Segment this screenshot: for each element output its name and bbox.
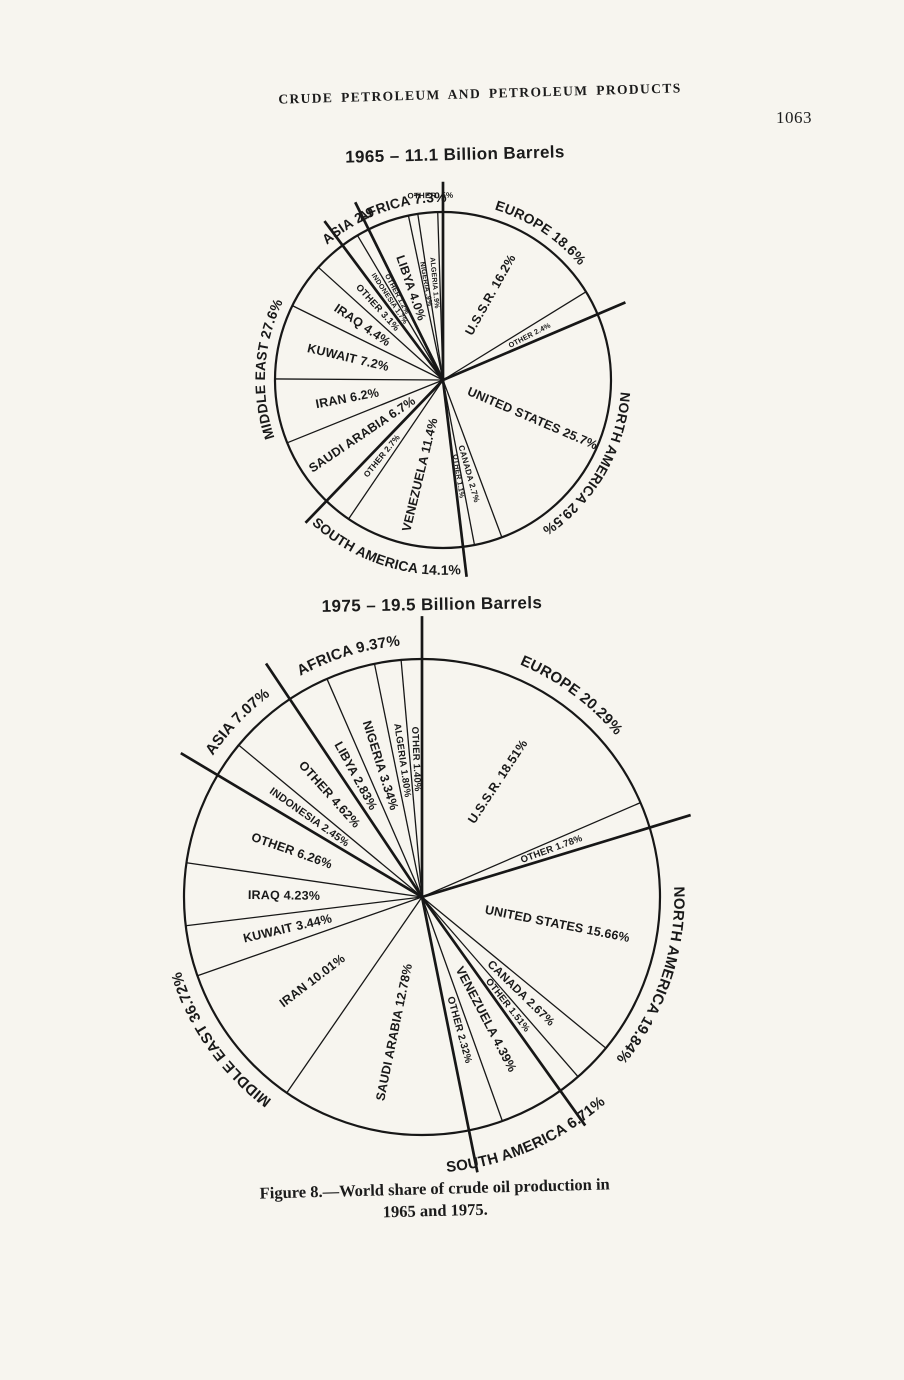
slice-label: UNITED STATES 15.66% [484, 903, 631, 945]
slice-label: U.S.S.R. 16.2% [462, 252, 518, 338]
pie-chart-1975: U.S.S.R. 18.51%OTHER 1.78%EUROPE 20.29%U… [168, 616, 692, 1176]
slice-boundary-line [421, 896, 607, 1049]
slice-label: ALGERIA 1.9% [428, 257, 440, 310]
slice-label: U.S.S.R. 18.51% [465, 737, 530, 826]
region-label: NORTH AMERICA 29.5% [540, 392, 633, 538]
slice-boundary-line [442, 379, 503, 538]
region-boundary-line [421, 813, 692, 899]
slice-boundary-line [407, 215, 444, 381]
slice-label: KUWAIT 3.44% [242, 911, 333, 945]
slice-boundary-line [197, 896, 423, 977]
slice-boundary-line [400, 659, 423, 898]
region-boundary-line [420, 896, 587, 1127]
slice-boundary-line [186, 862, 423, 898]
region-boundary-line [442, 301, 626, 382]
slice-label: UNITED STATES 25.7% [465, 384, 599, 452]
slice-label: IRAQ 4.23% [248, 888, 320, 903]
region-label: AFRICA 9.37% [294, 633, 401, 680]
region-boundary-line [441, 379, 468, 577]
region-label: SOUTH AMERICA 14.1% [310, 515, 462, 578]
slice-boundary-line [421, 896, 503, 1122]
slice-boundary-line [317, 266, 444, 381]
slice-label: KUWAIT 7.2% [306, 341, 390, 374]
region-label: MIDDLE EAST 36.72% [168, 970, 274, 1110]
slice-boundary-line [274, 378, 444, 381]
region-boundary-line [354, 201, 445, 381]
slice-boundary-line [185, 896, 423, 927]
slice-boundary-line [373, 663, 423, 898]
region-label: EUROPE 20.29% [518, 652, 626, 738]
slice-boundary-line [286, 896, 423, 1094]
region-boundary-line [323, 220, 445, 381]
slice-boundary-line [442, 379, 476, 546]
pie-chart-1965: U.S.S.R. 16.2%OTHER 2.4%EUROPE 18.6%UNIT… [253, 181, 633, 578]
region-boundary-line [180, 751, 423, 899]
region-label: NORTH AMERICA 19.84% [613, 886, 688, 1066]
slice-label: SAUDI ARABIA 12.78% [373, 962, 415, 1102]
slice-boundary-line [442, 291, 587, 381]
slice-boundary-line [437, 212, 444, 381]
slice-boundary-line [348, 379, 444, 520]
page-number: 1063 [776, 108, 812, 127]
slice-label: OTHER .5% [407, 191, 453, 201]
figure-caption: Figure 8.—World share of crude oil produ… [199, 1172, 670, 1229]
slice-boundary-line [356, 235, 444, 381]
region-label: AFRICA 7.3% [355, 190, 446, 225]
slice-boundary-line [421, 802, 641, 898]
slice-label: IRAN 6.2% [314, 385, 380, 411]
slice-boundary-line [417, 213, 444, 381]
slice-boundary-line [326, 678, 423, 898]
region-boundary-line [304, 379, 444, 524]
slice-boundary-line [292, 305, 444, 381]
page-header: CRUDE PETROLEUM AND PETROLEUM PRODUCTS [278, 80, 682, 107]
slice-label: IRAN 10.01% [277, 951, 348, 1010]
slice-boundary-line [238, 744, 423, 898]
region-boundary-line [420, 896, 479, 1173]
slice-label: OTHER 1.40% [409, 726, 423, 792]
region-boundary-line [264, 662, 424, 898]
slice-boundary-line [421, 896, 579, 1078]
slice-boundary-line [286, 379, 444, 444]
